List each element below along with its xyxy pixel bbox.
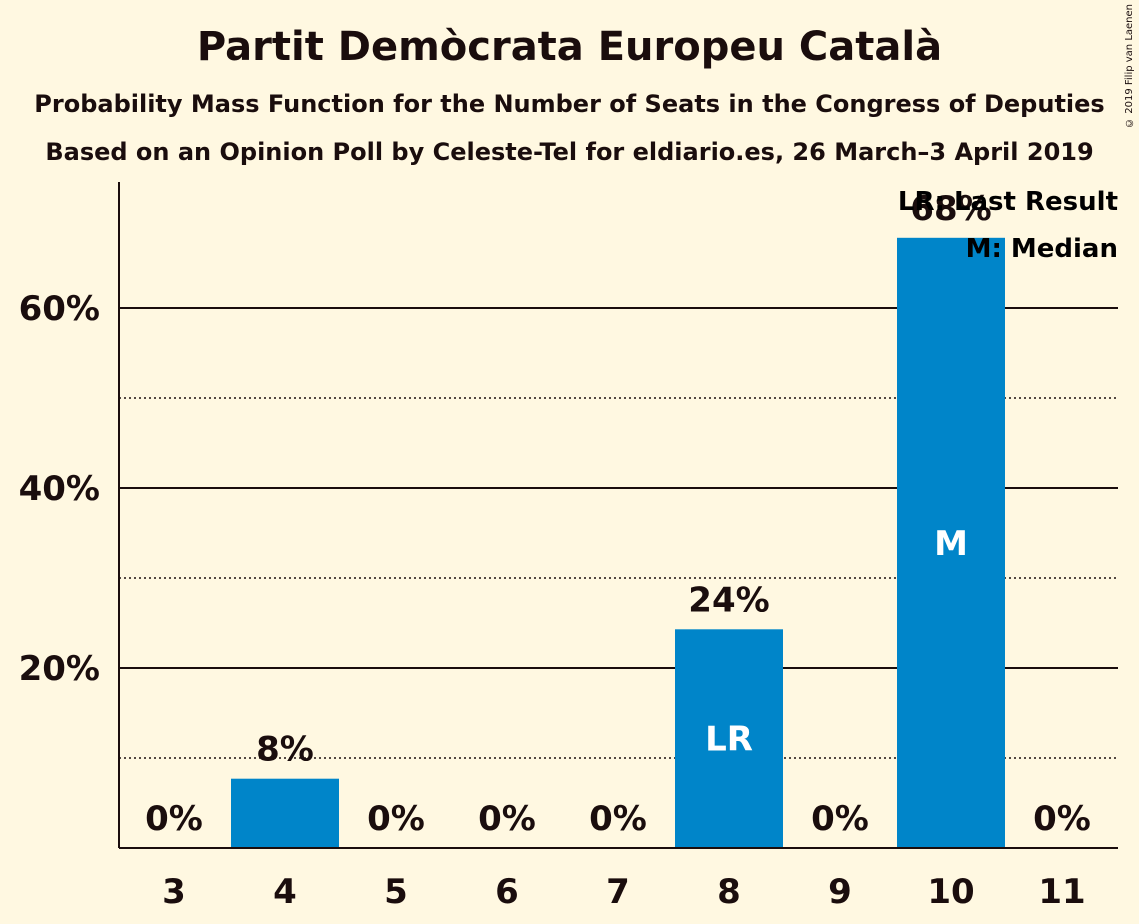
chart-subtitle: Probability Mass Function for the Number… — [34, 90, 1105, 118]
data-label: 0% — [367, 799, 425, 839]
bar — [675, 629, 783, 848]
y-tick-label: 60% — [19, 289, 100, 329]
data-label: 0% — [589, 799, 647, 839]
x-tick-label: 7 — [606, 872, 630, 912]
data-label: 0% — [478, 799, 536, 839]
x-tick-label: 3 — [162, 872, 186, 912]
bar-marker: M — [934, 524, 968, 564]
data-label: 68% — [910, 189, 991, 229]
x-tick-label: 5 — [384, 872, 408, 912]
data-label: 0% — [1033, 799, 1091, 839]
x-tick-label: 8 — [717, 872, 741, 912]
bar — [897, 237, 1005, 849]
data-label: 0% — [145, 799, 203, 839]
label-layer: 0% 8% 0% 0% 0% 24% LR 0% 68% M 0% — [145, 189, 1091, 839]
y-tick-label: 20% — [19, 649, 100, 689]
data-label: 24% — [688, 580, 769, 620]
bar-layer — [231, 237, 1005, 849]
chart-title: Partit Demòcrata Europeu Català — [196, 24, 943, 70]
data-label: 8% — [256, 730, 314, 770]
legend-last-result: LR: Last Result — [898, 187, 1118, 217]
chart-source: Based on an Opinion Poll by Celeste-Tel … — [45, 138, 1094, 166]
axis-layer: 20% 40% 60% 3 4 5 6 7 8 9 10 11 — [19, 182, 1118, 912]
x-tick-label: 6 — [495, 872, 519, 912]
x-tick-label: 11 — [1038, 872, 1085, 912]
bar — [231, 778, 339, 848]
bar-marker: LR — [705, 720, 753, 760]
x-tick-label: 9 — [828, 872, 852, 912]
y-tick-label: 40% — [19, 469, 100, 509]
data-label: 0% — [811, 799, 869, 839]
x-tick-label: 4 — [273, 872, 297, 912]
legend-median: M: Median — [966, 234, 1118, 264]
x-tick-label: 10 — [927, 872, 974, 912]
